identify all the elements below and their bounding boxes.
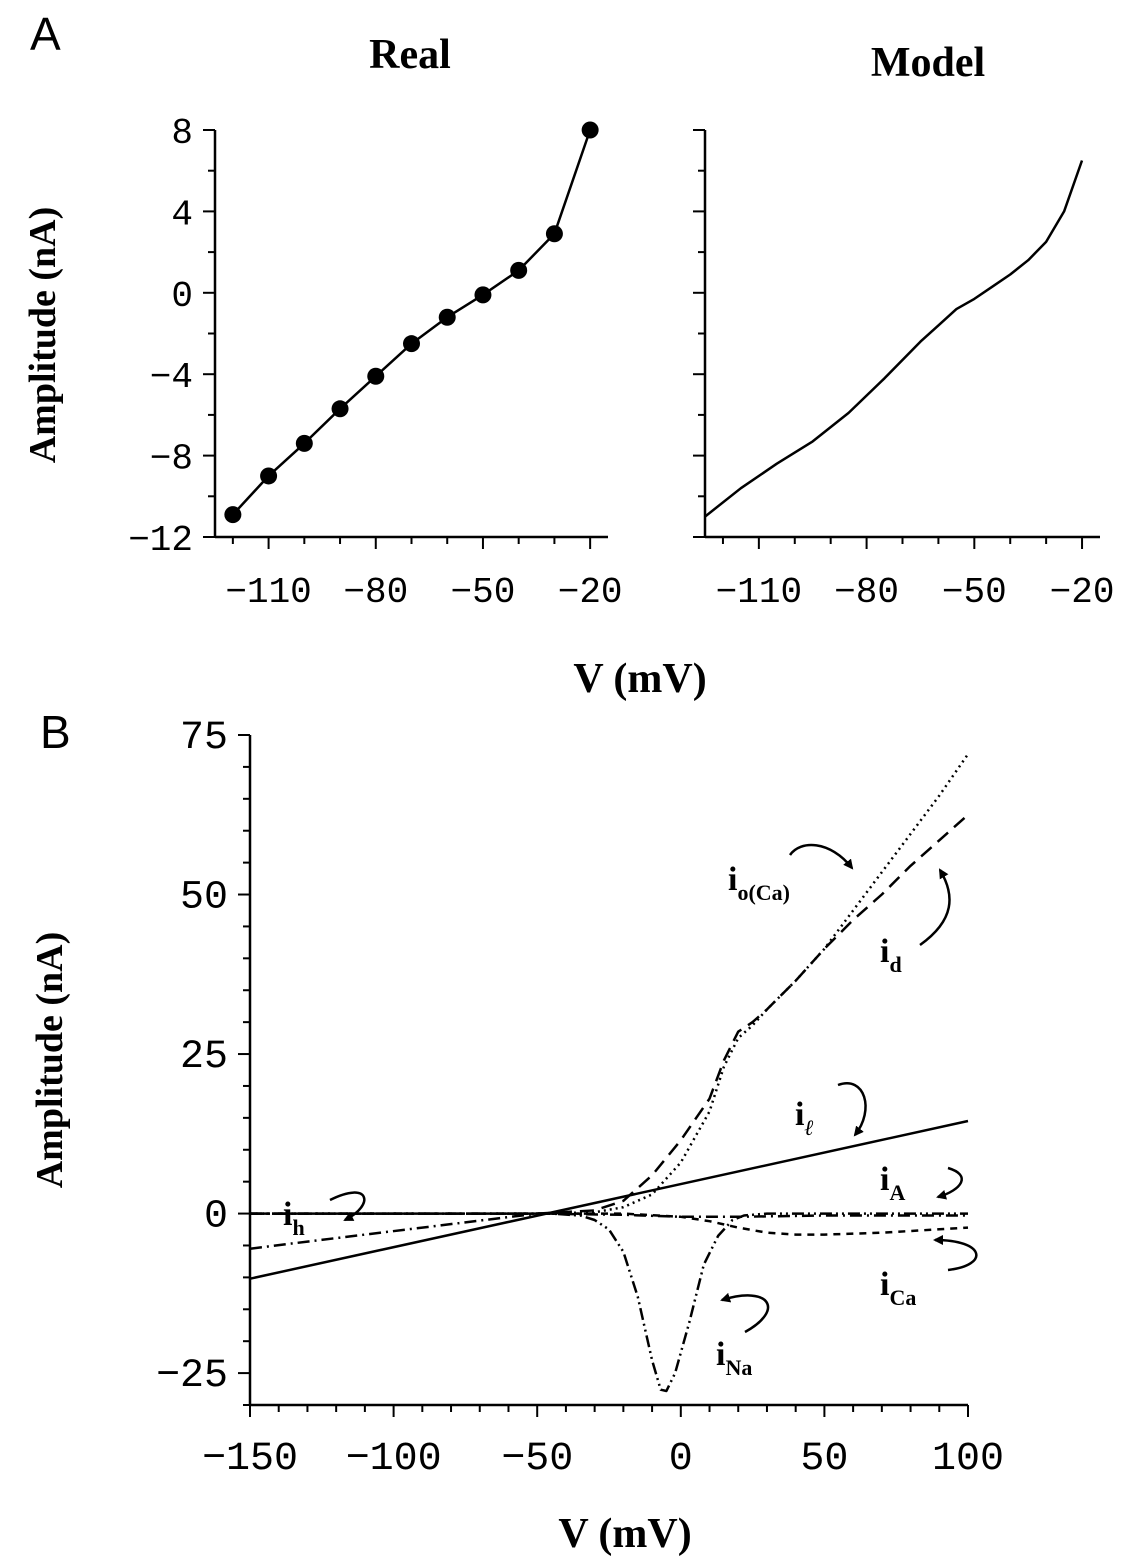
y-tick-label: −12 [128, 520, 193, 561]
y-tick-label: −4 [150, 357, 193, 398]
x-tick-label: −80 [343, 572, 408, 613]
x-axis-label-b: V (mV) [558, 1511, 691, 1557]
y-tick-label: 8 [171, 113, 193, 154]
series-line-id [250, 813, 969, 1215]
y-tick-label: 0 [204, 1195, 228, 1240]
arrow-ia [936, 1166, 963, 1200]
y-tick-label: −8 [150, 439, 193, 480]
label-ica: iCa [880, 1266, 916, 1310]
x-tick-label: −50 [501, 1437, 573, 1482]
series-line-il [249, 1119, 969, 1280]
chart-title-real: Real [369, 32, 451, 78]
y-tick-label: 25 [180, 1035, 228, 1080]
data-point [581, 121, 599, 139]
label-id: id [880, 933, 902, 977]
data-point [403, 335, 420, 353]
data-point [224, 506, 242, 524]
arrow-ih [329, 1191, 366, 1222]
panel-label-a: A [30, 8, 61, 60]
y-axis-label-b: Amplitude (nA) [29, 932, 71, 1189]
label-ina: iNa [716, 1336, 752, 1380]
x-tick-label: −50 [942, 572, 1007, 613]
data-point [510, 261, 528, 279]
arrow-ica [933, 1235, 978, 1272]
arrow-id [919, 868, 951, 947]
label-il: iℓ [795, 1096, 814, 1140]
x-tick-label: −20 [558, 572, 623, 613]
arrow-il [837, 1082, 867, 1137]
label-io-ca: io(Ca) [728, 861, 790, 905]
y-tick-label: 75 [180, 716, 228, 761]
data-point [260, 467, 278, 485]
y-tick-label: 0 [171, 276, 193, 317]
arrow-io-ca [788, 843, 854, 870]
x-tick-label: −20 [1050, 572, 1115, 613]
y-axis-label-a: Amplitude (nA) [22, 207, 64, 464]
panel-label-b: B [40, 706, 71, 758]
data-point [545, 225, 563, 243]
label-ih: ih [283, 1196, 305, 1240]
data-point [295, 434, 313, 452]
x-tick-label: 50 [800, 1437, 848, 1482]
y-tick-label: 50 [180, 876, 228, 921]
x-tick-label: −100 [346, 1437, 442, 1482]
data-point [331, 400, 349, 418]
series-line-ioca [250, 753, 970, 1215]
series-line-ica [250, 1212, 969, 1236]
data-point [367, 367, 385, 385]
pointer-arrows [329, 843, 978, 1334]
y-tick-label: −25 [156, 1354, 228, 1399]
series-line-ina [250, 1212, 968, 1393]
chart-title-model: Model [871, 40, 985, 86]
x-tick-label: 0 [669, 1437, 693, 1482]
label-ia: iA [880, 1161, 905, 1205]
x-tick-label: −80 [834, 572, 899, 613]
y-tick-label: 4 [171, 194, 193, 235]
data-point [438, 308, 456, 326]
x-tick-label: 100 [932, 1437, 1004, 1482]
series-line [231, 129, 592, 516]
x-tick-label: −110 [225, 572, 311, 613]
x-tick-label: −110 [716, 572, 802, 613]
x-tick-label: −150 [202, 1437, 298, 1482]
x-tick-label: −50 [451, 572, 516, 613]
curve-labels: io(Ca) id iℓ iA iCa ih iNa [283, 861, 916, 1380]
series-line [704, 160, 1084, 518]
data-point [474, 286, 492, 304]
arrow-ina [720, 1292, 770, 1334]
x-axis-label-a: V (mV) [573, 656, 706, 702]
